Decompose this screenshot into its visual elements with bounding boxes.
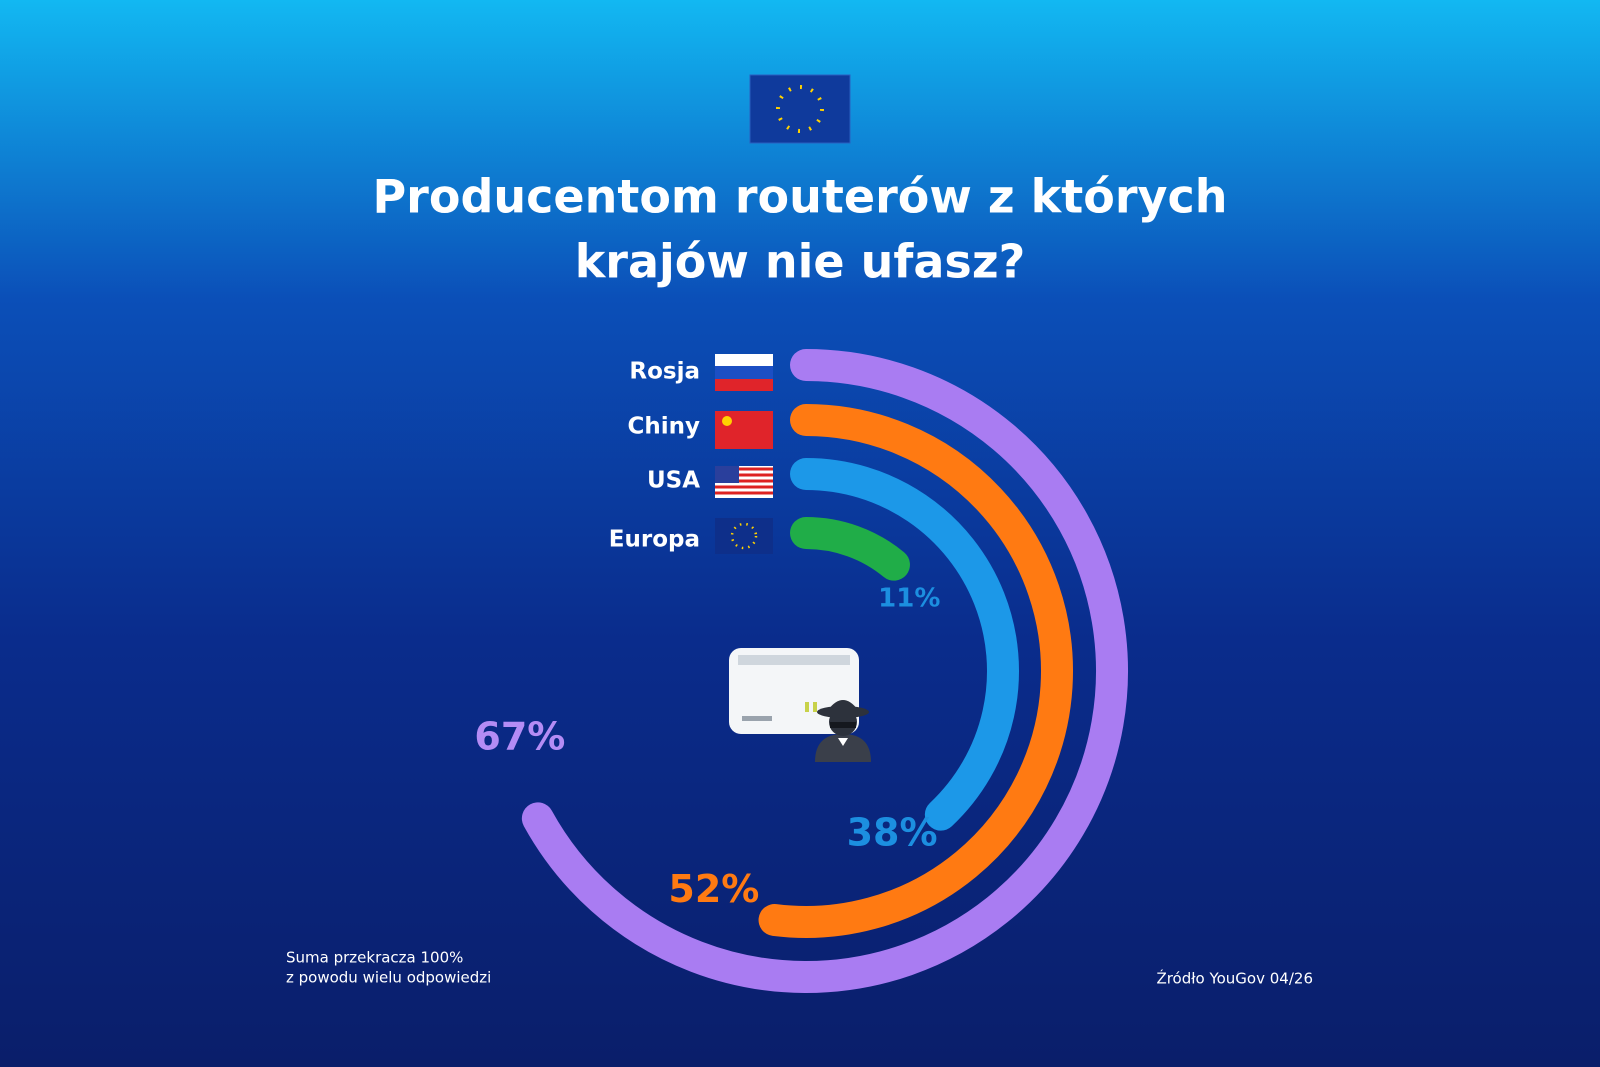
- legend-label: Rosja: [629, 359, 700, 385]
- value-label: 52%: [668, 867, 759, 911]
- radial-bar: [790, 517, 910, 581]
- flag-europe: [715, 518, 773, 554]
- radial-bar: [758, 404, 1073, 938]
- flag-usa: [715, 466, 773, 498]
- flag-russia: [715, 354, 773, 391]
- router-icon: [729, 648, 871, 762]
- radial-bar: [521, 349, 1128, 993]
- source: Źródło YouGov 04/26: [1156, 969, 1313, 988]
- flag-china: [715, 411, 773, 449]
- legend-label: USA: [647, 468, 700, 494]
- value-label: 38%: [847, 810, 938, 854]
- value-label: 67%: [474, 714, 565, 758]
- value-label: 11%: [878, 583, 940, 613]
- radial-bar: [790, 458, 1019, 831]
- chart-title: Producentom routerów z których: [372, 170, 1227, 224]
- chart-title: krajów nie ufasz?: [575, 235, 1026, 289]
- legend-label: Europa: [609, 527, 700, 553]
- footnote: Suma przekracza 100%: [286, 949, 463, 967]
- legend-label: Chiny: [627, 414, 700, 440]
- eu-flag: [749, 74, 851, 144]
- footnote: z powodu wielu odpowiedzi: [286, 969, 491, 987]
